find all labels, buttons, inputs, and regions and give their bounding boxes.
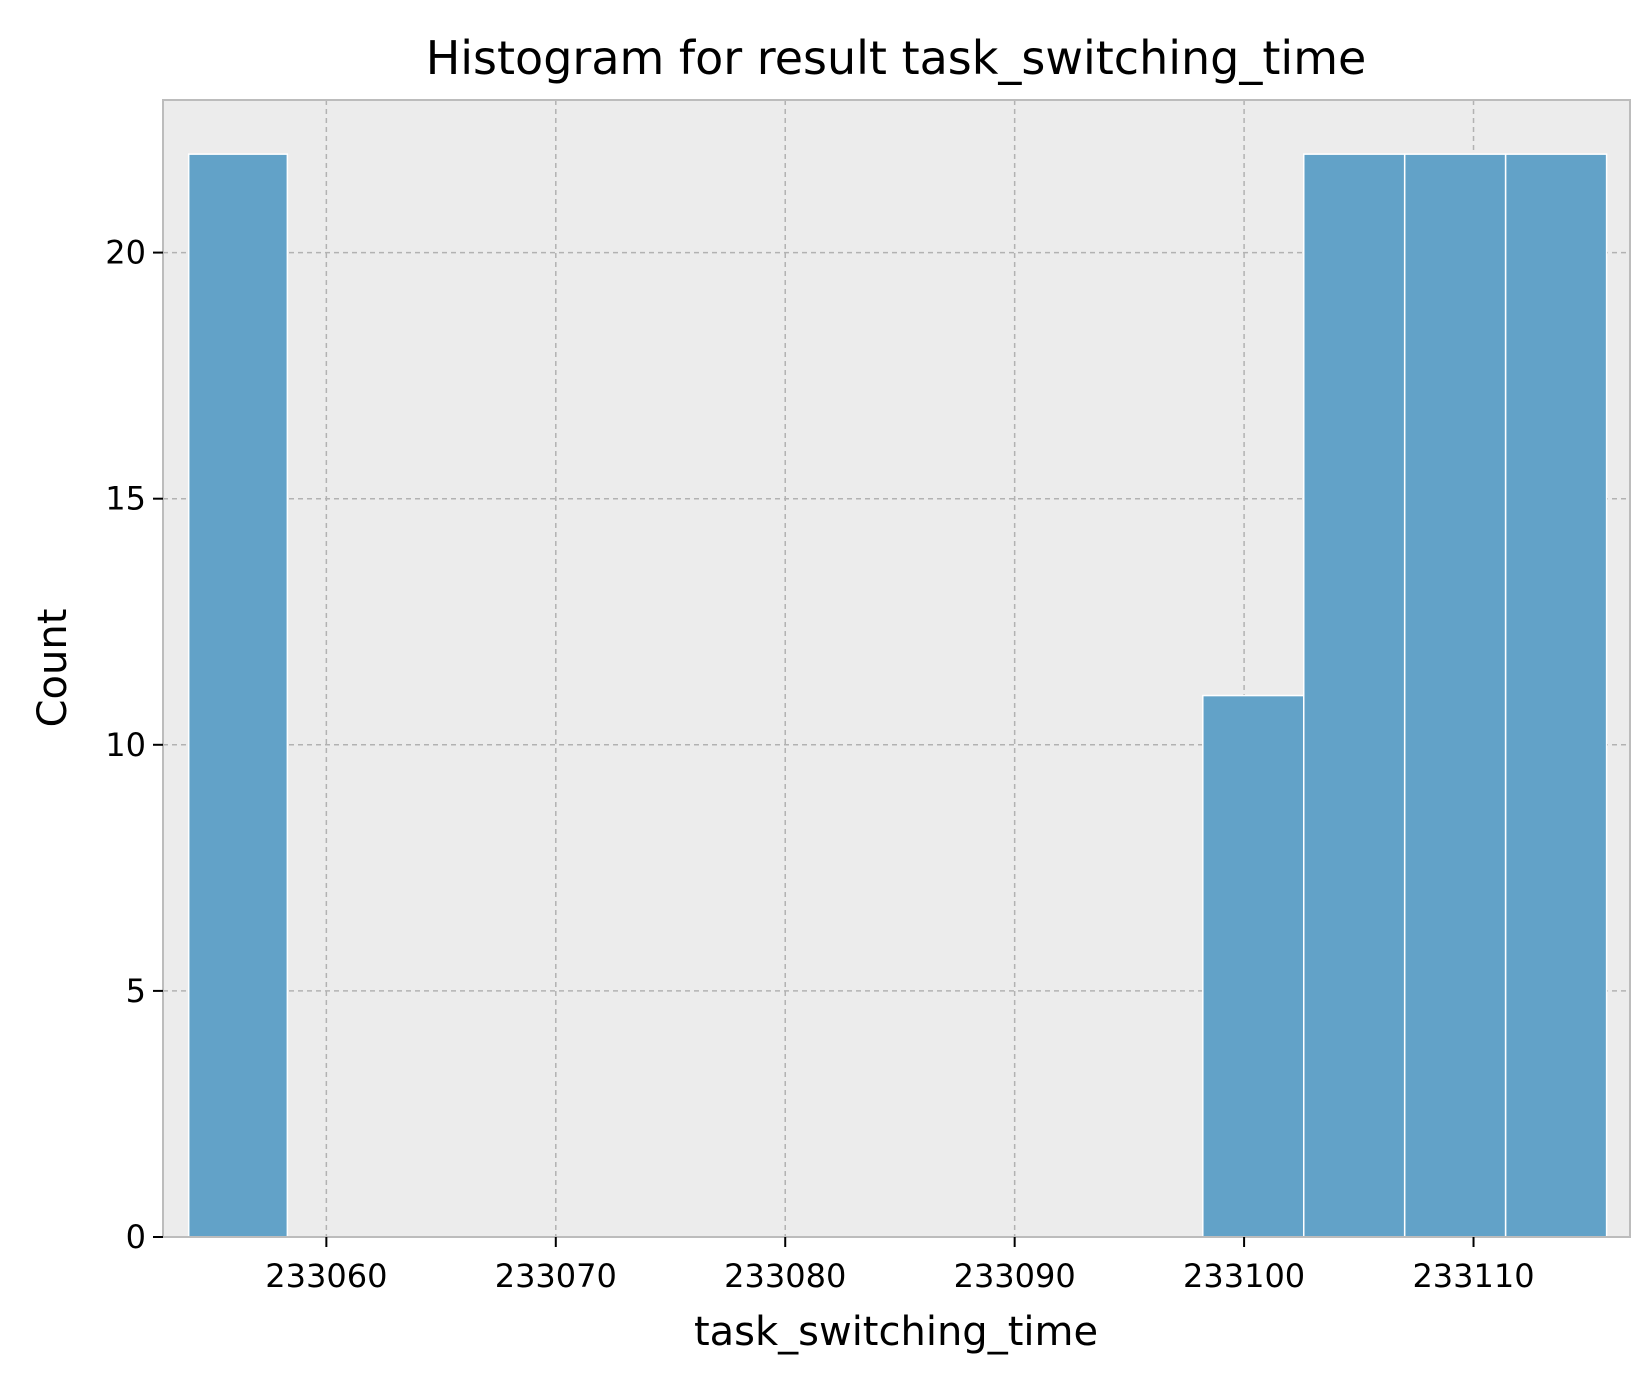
histogram-bar: [1202, 694, 1305, 1238]
x-tick-label: 233080: [724, 1257, 846, 1295]
plot-frame: [162, 99, 1631, 1238]
histogram-bars: [187, 153, 1608, 1238]
y-tick-label: 10: [105, 726, 146, 764]
y-tick-label: 0: [126, 1218, 146, 1256]
x-tick-label: 233070: [495, 1257, 617, 1295]
y-axis-label: Count: [30, 609, 76, 728]
x-axis-label: task_switching_time: [694, 1309, 1098, 1355]
x-tick-label: 233060: [265, 1257, 387, 1295]
x-tick-label: 233090: [954, 1257, 1076, 1295]
y-tick-label: 15: [105, 480, 146, 518]
histogram-bar: [1403, 153, 1507, 1238]
histogram-bar: [1302, 153, 1406, 1238]
axis-ticks: 233060 233070 233080 233090 233100 233110 0 5 10…: [105, 234, 1534, 1295]
x-tick-label: 233110: [1412, 1257, 1534, 1295]
y-tick-label: 20: [105, 234, 146, 272]
histogram-bar: [187, 153, 289, 1238]
chart-title: Histogram for result task_switching_time: [426, 31, 1367, 85]
histogram-bar: [1504, 153, 1608, 1238]
y-tick-label: 5: [126, 972, 146, 1010]
x-tick-label: 233100: [1183, 1257, 1305, 1295]
